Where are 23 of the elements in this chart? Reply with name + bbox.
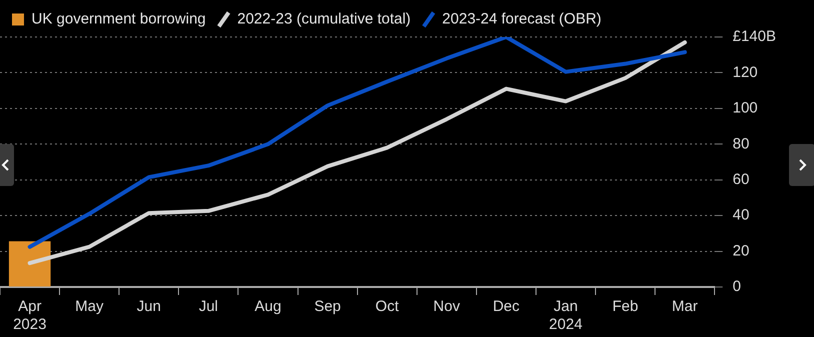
legend-label: 2023-24 forecast (OBR): [442, 10, 602, 28]
legend-label: 2022-23 (cumulative total): [237, 10, 411, 28]
x-tick-label: Feb: [612, 298, 638, 316]
x-tick-label: Jun: [136, 298, 161, 316]
y-tick-label: 80: [732, 135, 750, 152]
x-tick-label: Jan 2024: [549, 298, 582, 334]
y-tick-label: 60: [732, 171, 750, 188]
x-tick-label: Oct: [375, 298, 400, 316]
x-tick-label: Sep: [314, 298, 341, 316]
y-tick-label: 100: [732, 100, 758, 117]
y-tick-label: 40: [732, 206, 750, 224]
y-tick-label: 20: [732, 242, 750, 260]
x-tick-label: Aug: [254, 298, 282, 316]
y-tick-label: 0: [732, 278, 741, 296]
x-tick-label: Dec: [492, 298, 520, 316]
y-tick-label: 120: [732, 64, 758, 81]
x-tick-label: Mar: [672, 298, 698, 316]
x-tick-label: Jul: [198, 298, 218, 316]
x-tick-label: Nov: [433, 298, 460, 316]
x-tick-label: May: [75, 298, 104, 316]
y-tick-label: £140B: [732, 28, 776, 46]
x-tick-label: Apr 2023: [13, 298, 46, 334]
legend-label: UK government borrowing: [32, 10, 206, 28]
